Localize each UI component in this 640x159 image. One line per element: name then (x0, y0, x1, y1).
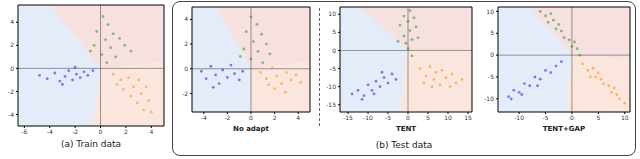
svg-text:-10: -10 (326, 83, 336, 90)
svg-text:-10: -10 (514, 114, 524, 121)
svg-text:2: 2 (10, 41, 14, 48)
svg-text:-4: -4 (201, 114, 207, 121)
svg-text:-4: -4 (8, 111, 14, 118)
svg-text:0: 0 (99, 128, 103, 135)
svg-text:0: 0 (570, 114, 574, 121)
svg-text:5: 5 (426, 114, 430, 121)
html-text:TENT+GAP: TENT+GAP (542, 125, 586, 133)
svg-text:0: 0 (490, 51, 494, 58)
svg-text:-2: -2 (8, 88, 14, 95)
html-text:TENT: TENT (395, 125, 417, 133)
svg-text:5: 5 (490, 29, 494, 36)
svg-text:0: 0 (249, 114, 253, 121)
svg-text:-2: -2 (72, 128, 78, 135)
svg-text:4: 4 (10, 18, 14, 25)
svg-text:10: 10 (444, 114, 452, 121)
svg-text:-2: -2 (224, 114, 230, 121)
svg-text:-2: -2 (182, 90, 188, 97)
svg-text:-4: -4 (47, 128, 53, 135)
svg-text:-5: -5 (330, 65, 336, 72)
svg-text:4: 4 (296, 114, 300, 121)
html-text:(a) Train data: (a) Train data (60, 139, 122, 149)
svg-text:-10: -10 (363, 114, 373, 121)
svg-text:15: 15 (464, 114, 472, 121)
svg-text:-10: -10 (484, 95, 494, 102)
svg-text:-15: -15 (343, 114, 353, 121)
svg-text:5: 5 (596, 114, 600, 121)
svg-text:10: 10 (328, 10, 336, 17)
svg-text:2: 2 (124, 128, 128, 135)
svg-text:4: 4 (184, 15, 188, 22)
svg-text:10: 10 (621, 114, 629, 121)
svg-text:-5: -5 (488, 73, 494, 80)
svg-text:-15: -15 (326, 101, 336, 108)
svg-text:5: 5 (332, 28, 336, 35)
svg-text:2: 2 (273, 114, 277, 121)
svg-text:0: 0 (10, 65, 14, 72)
svg-text:4: 4 (149, 128, 153, 135)
svg-text:-6: -6 (21, 128, 27, 135)
html-text:(b) Test data: (b) Test data (375, 140, 433, 150)
html-text:No adapt: No adapt (233, 125, 269, 133)
svg-text:10: 10 (486, 8, 494, 15)
svg-text:2: 2 (184, 40, 188, 47)
svg-text:-5: -5 (385, 114, 391, 121)
svg-text:0: 0 (332, 47, 336, 54)
svg-text:0: 0 (184, 65, 188, 72)
svg-text:-5: -5 (543, 114, 549, 121)
svg-text:0: 0 (406, 114, 410, 121)
